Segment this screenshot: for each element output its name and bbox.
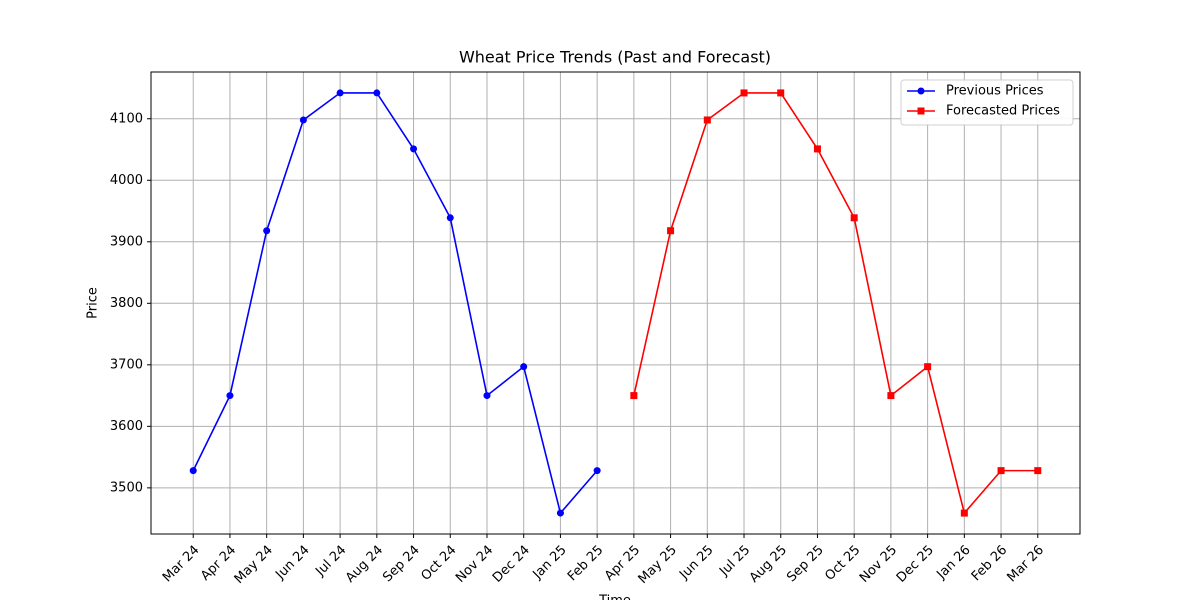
- marker: [1034, 467, 1042, 475]
- y-tick-label: 4100: [110, 111, 143, 126]
- marker: [777, 89, 785, 97]
- marker: [263, 227, 271, 235]
- marker: [410, 145, 418, 153]
- marker: [446, 214, 454, 222]
- marker: [373, 89, 381, 97]
- legend-label: Previous Prices: [946, 84, 1044, 99]
- x-tick-label: Jan 25: [530, 543, 570, 583]
- x-tick-label: Dec 24: [490, 543, 533, 586]
- x-tick-label: Nov 25: [857, 543, 900, 586]
- x-tick-label: Mar 24: [160, 543, 203, 586]
- marker: [226, 392, 234, 400]
- x-tick-label: Aug 25: [747, 543, 790, 586]
- x-tick-label: Oct 24: [418, 543, 459, 584]
- marker: [960, 509, 968, 517]
- x-tick-label: Dec 25: [894, 543, 937, 586]
- marker: [667, 227, 675, 235]
- marker: [887, 392, 895, 400]
- x-tick-label: Jun 24: [272, 543, 312, 583]
- marker: [917, 87, 925, 95]
- marker: [189, 467, 197, 475]
- series-line: [633, 92, 1038, 515]
- x-tick-label: Mar 26: [1005, 543, 1048, 586]
- x-axis-label: Time: [598, 594, 631, 600]
- series-line: [192, 92, 598, 515]
- marker: [299, 116, 307, 124]
- x-tick-label: May 24: [232, 543, 276, 587]
- marker: [924, 363, 932, 371]
- x-tick-label: Aug 24: [343, 543, 386, 586]
- x-tick-label: Oct 25: [822, 543, 863, 584]
- y-tick-label: 3600: [110, 419, 143, 434]
- chart-title: Wheat Price Trends (Past and Forecast): [459, 48, 771, 67]
- y-tick-label: 3800: [110, 296, 143, 311]
- marker: [703, 116, 711, 124]
- y-axis-label: Price: [86, 287, 101, 319]
- legend: Previous Prices Forecasted Prices: [900, 79, 1074, 126]
- marker: [740, 89, 748, 97]
- marker: [997, 467, 1005, 475]
- marker: [850, 214, 858, 222]
- x-tick-label: Jan 26: [934, 543, 974, 583]
- legend-label: Forecasted Prices: [946, 104, 1060, 119]
- x-tick-label: May 25: [636, 543, 680, 587]
- y-tick-label: 3700: [110, 357, 143, 372]
- legend-box: [900, 79, 1074, 126]
- x-tick-label: Feb 26: [969, 543, 1011, 585]
- marker: [917, 107, 925, 115]
- x-tick-label: Jun 25: [676, 543, 716, 583]
- x-tick-label: Sep 25: [784, 543, 827, 586]
- marker: [483, 392, 491, 400]
- y-tick-label: 3900: [110, 234, 143, 249]
- marker: [813, 145, 821, 153]
- marker: [593, 467, 601, 475]
- marker: [630, 392, 638, 400]
- x-tick-label: Nov 24: [453, 543, 496, 586]
- marker: [336, 89, 344, 97]
- x-tick-label: Sep 24: [380, 543, 423, 586]
- marker: [520, 363, 528, 371]
- y-tick-label: 3500: [110, 480, 143, 495]
- marker: [556, 509, 564, 517]
- x-tick-label: Feb 25: [565, 543, 607, 585]
- y-tick-label: 4000: [110, 173, 143, 188]
- plot-frame: [150, 71, 1081, 535]
